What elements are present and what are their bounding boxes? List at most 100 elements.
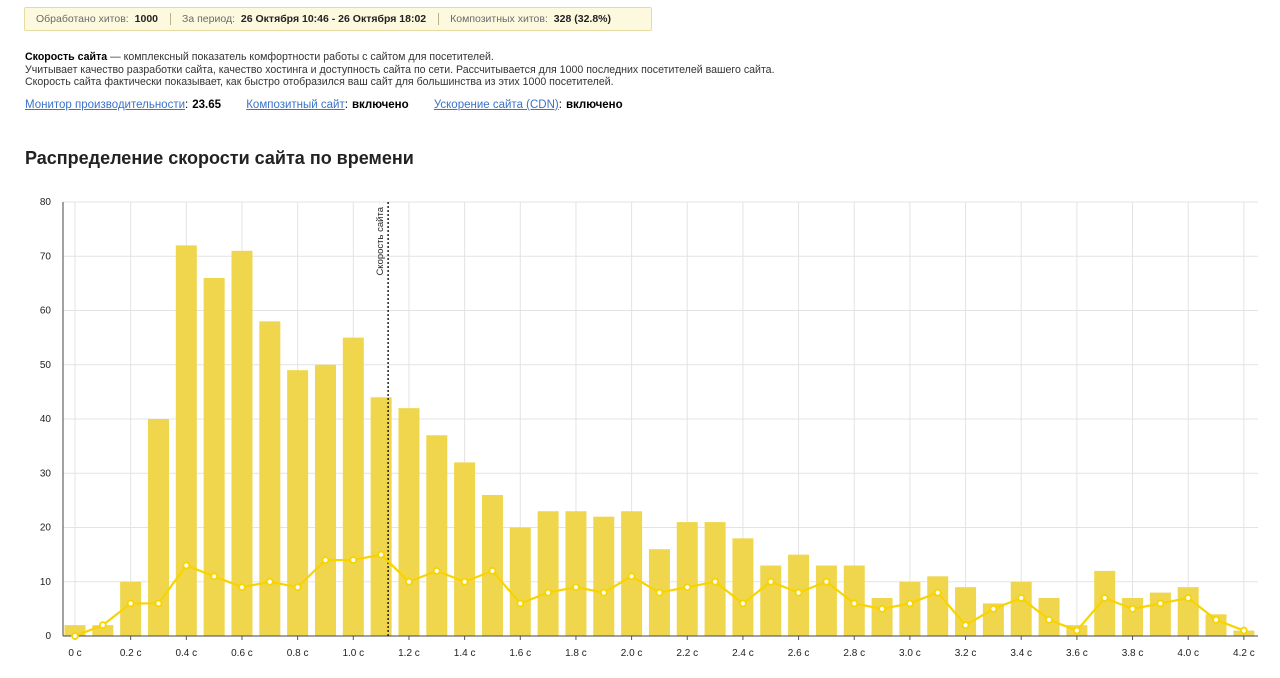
line-point	[1184, 594, 1193, 602]
stats-bar: Обработано хитов: 1000 За период: 26 Окт…	[24, 7, 652, 31]
cdn-link[interactable]: Ускорение сайта (CDN)	[433, 99, 559, 111]
bar	[1149, 592, 1171, 636]
bar	[732, 538, 754, 636]
line-point	[405, 577, 413, 586]
period-label: За период:	[182, 13, 235, 25]
bar	[1010, 581, 1032, 636]
hits-label: Обработано хитов:	[36, 13, 129, 25]
bar	[287, 370, 309, 636]
line-point	[432, 566, 441, 575]
line-point	[627, 572, 636, 581]
period-value: 26 Октября 10:46 - 26 Октября 18:02	[240, 13, 427, 25]
line-point	[1156, 599, 1165, 608]
bar	[1205, 614, 1227, 636]
x-tick-label: 2.8 с	[843, 648, 865, 659]
line-point	[154, 599, 163, 608]
bar	[760, 565, 782, 636]
bar	[231, 250, 253, 636]
line-point	[1212, 615, 1220, 624]
x-tick-label: 1.6 с	[509, 648, 531, 659]
x-tick-label: 0.4 с	[175, 648, 197, 659]
bar	[815, 565, 837, 636]
y-tick-label: 40	[40, 414, 52, 425]
y-tick-label: 0	[45, 631, 51, 642]
bar	[314, 364, 336, 636]
line-point	[989, 604, 998, 613]
description-line-1-text: — комплексный показатель комфортности ра…	[107, 51, 494, 63]
y-tick-label: 60	[40, 306, 52, 317]
line-point	[1017, 594, 1026, 602]
bar	[203, 277, 225, 636]
line-point	[794, 588, 803, 597]
bar	[398, 408, 420, 636]
composite-label: Композитных хитов:	[450, 13, 548, 25]
composite-stat: Композитных хитов: 328 (32.8%)	[439, 13, 623, 25]
bar	[481, 494, 503, 636]
line-point	[1072, 626, 1081, 635]
line-point	[711, 577, 719, 586]
line-point	[1128, 604, 1137, 613]
cdn-value: включено	[565, 99, 623, 111]
bar	[955, 587, 977, 636]
line-point	[655, 588, 664, 597]
x-tick-label: 1.2 с	[398, 648, 420, 659]
line-point	[1100, 594, 1109, 602]
line-point	[210, 572, 219, 581]
x-tick-label: 2.4 с	[732, 648, 754, 659]
line-point	[822, 577, 831, 586]
x-tick-label: 3.6 с	[1066, 648, 1088, 659]
composite-site-value: включено	[351, 99, 409, 111]
composite-site-link[interactable]: Композитный сайт	[246, 99, 345, 111]
chart-title: Распределение скорости сайта по времени	[25, 148, 414, 168]
metric-composite-site: Композитный сайт: включено	[246, 99, 409, 111]
x-tick-label: 0.6 с	[231, 648, 253, 659]
line-point	[544, 588, 553, 597]
line-point	[961, 621, 970, 630]
bar	[147, 419, 169, 636]
hits-stat: Обработано хитов: 1000	[25, 13, 170, 25]
stat-divider	[170, 13, 171, 25]
x-tick-label: 2.2 с	[676, 648, 698, 659]
x-tick-label: 4.2 с	[1233, 648, 1255, 659]
bar	[593, 516, 615, 636]
line-point	[599, 588, 608, 597]
description-line-3: Скорость сайта фактически показывает, ка…	[25, 76, 614, 89]
bar	[537, 511, 559, 636]
line-point	[1239, 626, 1248, 635]
line-point	[238, 583, 246, 592]
speed-marker-label: Скорость сайта	[375, 206, 386, 275]
y-tick-label: 80	[40, 197, 52, 208]
y-tick-label: 70	[40, 251, 52, 262]
y-tick-label: 50	[40, 360, 52, 371]
line-point	[126, 599, 135, 608]
line-point	[265, 577, 274, 586]
bar	[370, 397, 392, 636]
metric-performance-monitor: Монитор производительности: 23.65	[25, 99, 222, 111]
line-point	[850, 599, 859, 608]
line-point	[683, 583, 692, 592]
y-tick-label: 10	[40, 577, 52, 588]
bar	[676, 522, 698, 636]
performance-monitor-link[interactable]: Монитор производительности	[25, 99, 186, 111]
line-point	[293, 583, 302, 592]
bar	[92, 625, 114, 636]
x-tick-label: 0.8 с	[287, 648, 309, 659]
line-point	[460, 577, 469, 586]
line-point	[488, 566, 497, 575]
bar	[342, 337, 364, 636]
x-tick-label: 3.0 с	[899, 648, 921, 659]
metric-cdn: Ускорение сайта (CDN): включено	[433, 99, 623, 111]
bar	[1094, 570, 1116, 636]
line-point	[182, 561, 191, 570]
line-point	[98, 621, 107, 630]
x-tick-label: 1.8 с	[565, 648, 587, 659]
line-point	[766, 577, 775, 586]
line-point	[906, 599, 914, 608]
bar	[259, 321, 281, 636]
x-tick-label: 0 с	[68, 648, 81, 659]
x-tick-label: 0.2 с	[120, 648, 142, 659]
speed-distribution-chart: 0 10 20 30 40 50 60 70 80 0 с 0.2 с 0.4 с 0.6 с 0.8 с…	[40, 197, 1258, 659]
x-tick-label: 1.4 с	[454, 648, 476, 659]
composite-value: 328 (32.8%)	[553, 13, 611, 25]
stat-divider	[438, 13, 440, 25]
